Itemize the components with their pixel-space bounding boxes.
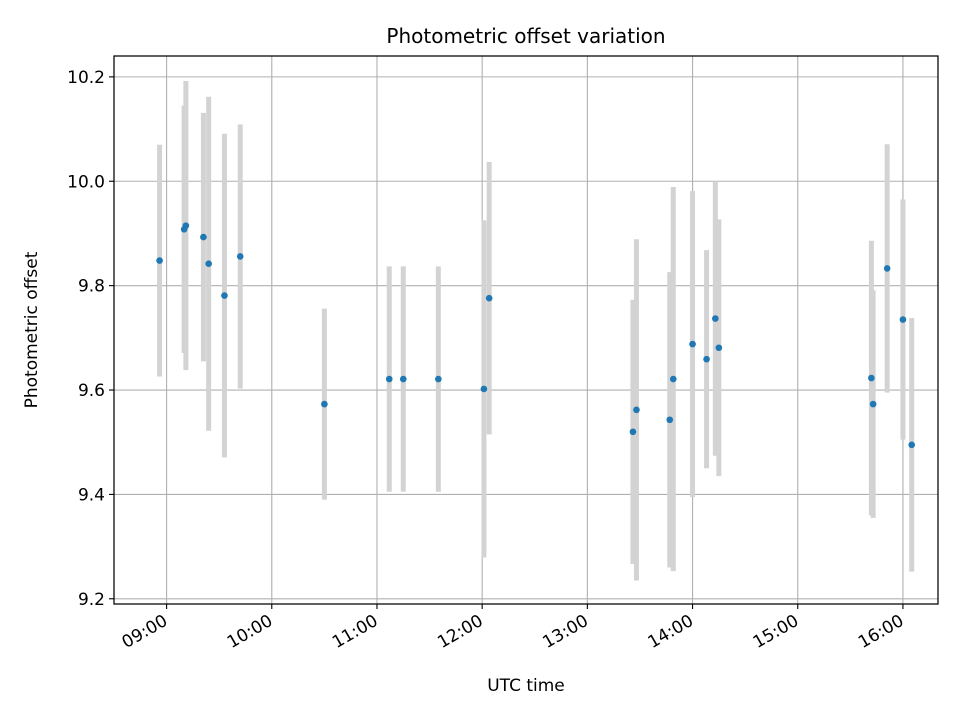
data-point bbox=[205, 260, 212, 268]
y-tick-label: 9.4 bbox=[78, 485, 105, 505]
data-point bbox=[869, 400, 877, 408]
data-point bbox=[689, 340, 696, 348]
data-point bbox=[629, 428, 637, 436]
data-point bbox=[669, 375, 677, 383]
plot-frame bbox=[113, 55, 939, 605]
data-point bbox=[868, 374, 875, 382]
data-point bbox=[385, 375, 393, 383]
data-point bbox=[715, 344, 723, 352]
y-axis-label: Photometric offset bbox=[22, 251, 42, 408]
data-point bbox=[899, 316, 907, 323]
data-point bbox=[633, 406, 640, 414]
data-point bbox=[156, 257, 163, 264]
y-axis-ticks: 9.2 9.4 9.6 9.8 10.0 10.2 bbox=[67, 68, 114, 610]
y-tick-label: 10.2 bbox=[67, 68, 105, 88]
y-tick-label: 9.2 bbox=[78, 590, 105, 610]
data-point bbox=[200, 233, 207, 241]
data-point bbox=[321, 400, 328, 408]
data-point bbox=[703, 355, 710, 363]
data-point bbox=[182, 222, 190, 229]
data-point bbox=[435, 375, 442, 383]
data-point bbox=[883, 265, 891, 272]
data-points bbox=[156, 222, 916, 449]
y-tick-label: 9.8 bbox=[78, 277, 105, 297]
data-point bbox=[221, 292, 228, 299]
x-axis-label: UTC time bbox=[487, 676, 565, 696]
y-tick-label: 9.6 bbox=[78, 381, 105, 401]
y-tick-label: 10.0 bbox=[67, 172, 105, 192]
data-point bbox=[399, 375, 407, 383]
data-point bbox=[666, 416, 674, 424]
data-point bbox=[712, 315, 719, 322]
data-point bbox=[485, 294, 493, 302]
data-point bbox=[908, 441, 916, 449]
data-point bbox=[236, 253, 244, 260]
data-point bbox=[480, 385, 488, 393]
chart-title: Photometric offset variation bbox=[386, 24, 665, 48]
